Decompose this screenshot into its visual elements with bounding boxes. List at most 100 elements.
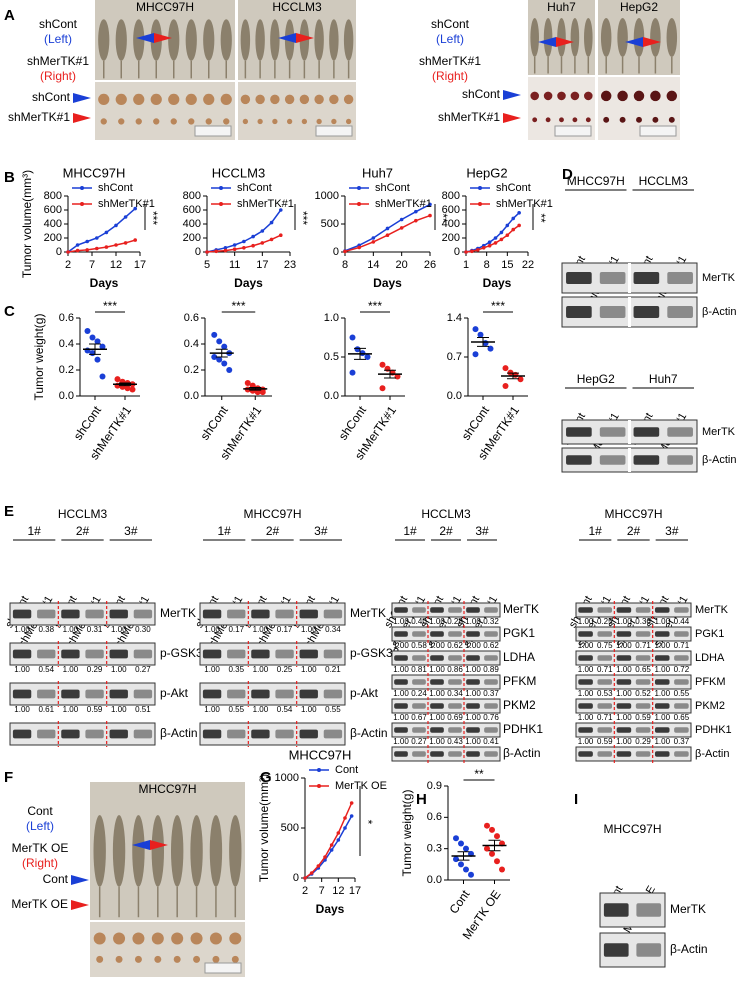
scale-bar	[315, 125, 353, 137]
x-axis-label: Days	[234, 276, 263, 290]
blot-title: HCCLM3	[58, 507, 108, 521]
quant: 1.00	[465, 737, 481, 746]
legend-label: shMerTK#1	[98, 198, 155, 210]
tumor	[115, 955, 123, 963]
tumor	[242, 118, 249, 125]
tumor	[118, 118, 125, 125]
point	[104, 245, 109, 249]
tumor	[270, 94, 280, 105]
band	[448, 607, 462, 613]
band	[674, 655, 689, 661]
band	[484, 607, 498, 613]
legend-marker	[80, 202, 84, 206]
y-tick-label: 600	[183, 204, 201, 216]
point	[221, 343, 228, 350]
point	[349, 334, 356, 341]
point	[399, 217, 404, 222]
blot-band-strip	[575, 602, 692, 618]
band	[275, 729, 294, 739]
mouse	[203, 19, 215, 61]
tumor	[203, 93, 215, 105]
point	[242, 246, 246, 250]
tumor	[572, 117, 578, 123]
row-label: β-Actin	[695, 748, 729, 760]
label: shCont	[462, 87, 501, 101]
y-tick-label: 800	[442, 190, 460, 202]
quant: 0.27	[135, 665, 151, 674]
panel-letter: A	[4, 7, 15, 24]
band	[635, 751, 651, 757]
series-line	[465, 224, 520, 253]
legend-marker	[219, 202, 223, 206]
error-bar	[384, 369, 396, 379]
band	[12, 609, 32, 619]
band	[674, 679, 689, 685]
tumor	[584, 91, 593, 101]
band	[448, 631, 462, 637]
band	[109, 649, 128, 659]
point	[75, 248, 80, 253]
y-tick-label: 0.0	[427, 874, 442, 886]
band	[412, 727, 426, 733]
blot-band-strip	[575, 650, 692, 666]
point	[309, 871, 314, 875]
x-tick-label: 14	[367, 259, 379, 271]
band	[412, 679, 426, 685]
point	[95, 236, 99, 240]
tumor	[205, 118, 212, 125]
quant: 0.44	[674, 617, 690, 626]
x-tick-label: 2	[65, 259, 71, 271]
quant: 1.00	[465, 689, 481, 698]
label: shMerTK#1	[27, 54, 89, 68]
point	[303, 876, 307, 880]
point	[507, 369, 514, 376]
point	[260, 241, 265, 245]
point	[94, 338, 101, 345]
point	[458, 840, 464, 847]
tumor	[345, 118, 352, 125]
quant: 0.43	[447, 737, 463, 746]
tumor	[134, 955, 142, 963]
point	[487, 345, 494, 352]
band	[466, 655, 480, 661]
label: shMerTK#1	[8, 110, 70, 124]
label: (Left)	[26, 819, 54, 833]
blot-band-strip	[199, 602, 346, 626]
y-tick-label: 400	[442, 218, 460, 230]
legend-label: shMerTK#1	[496, 198, 553, 210]
band	[448, 679, 462, 685]
band	[654, 751, 670, 757]
mouse	[343, 19, 354, 61]
band	[597, 655, 613, 661]
panel-letter: B	[4, 169, 15, 186]
band	[275, 689, 294, 699]
mouse	[190, 815, 203, 887]
point	[66, 250, 70, 254]
quant: 1.00	[14, 665, 30, 674]
point	[349, 369, 356, 376]
quant: 1.00	[429, 641, 445, 650]
point	[123, 215, 128, 219]
quant: 1.00	[301, 665, 317, 674]
tumor	[220, 93, 232, 105]
blot-band-strip	[199, 722, 346, 746]
x-axis-label: Days	[483, 276, 512, 290]
mouse	[209, 815, 223, 887]
point	[244, 380, 251, 386]
band	[109, 609, 128, 619]
series-line	[304, 802, 353, 879]
band	[412, 703, 426, 709]
significance: ***	[491, 299, 505, 313]
tumor	[170, 118, 177, 125]
group-label: 3#	[124, 524, 138, 538]
point	[414, 218, 418, 223]
tumor	[115, 93, 127, 105]
quant: 1.00	[578, 737, 594, 746]
error-bar	[89, 343, 101, 355]
point	[470, 249, 474, 254]
row-label: PGK1	[695, 628, 724, 640]
x-tick-label: 17	[256, 259, 268, 271]
x-tick-label: 12	[332, 885, 344, 897]
point	[505, 233, 510, 237]
x-tick-label: 8	[342, 259, 348, 271]
